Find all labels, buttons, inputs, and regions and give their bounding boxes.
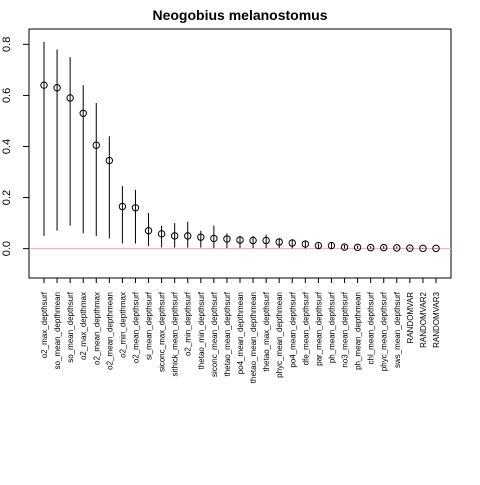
data-point — [366, 243, 375, 252]
data-point — [79, 109, 87, 117]
x-tick-label: phyc_mean_depthmean — [275, 292, 284, 378]
x-tick-label: o2_mean_depthsurf — [131, 291, 140, 363]
data-point — [327, 241, 336, 250]
data-point — [184, 232, 192, 240]
point-layer — [40, 81, 440, 253]
data-point — [419, 244, 427, 253]
data-point — [66, 94, 74, 102]
x-tick-label: thetao_min_depthsurf — [197, 291, 206, 369]
data-point — [223, 235, 231, 243]
data-point — [197, 233, 205, 241]
x-tick-label: o2_mean_depthmax — [92, 292, 101, 365]
x-tick-label: si_mean_depthsurf — [145, 291, 154, 360]
data-point — [210, 234, 218, 243]
data-point — [92, 141, 100, 149]
data-point — [249, 236, 257, 245]
x-tick-label: chl_mean_depthsurf — [367, 291, 376, 364]
x-tick-label: phyc_mean_depthsurf — [380, 291, 389, 371]
data-point — [131, 204, 140, 212]
data-point — [118, 202, 127, 211]
data-point — [314, 241, 323, 250]
data-point — [340, 243, 349, 251]
x-tick-label: o2_mean_depthmean — [105, 292, 114, 370]
data-point — [301, 240, 310, 248]
data-point — [406, 244, 414, 252]
x-tick-label: o2_min_depthmax — [118, 292, 127, 358]
y-tick-label: 0.0 — [1, 241, 13, 256]
x-tick-label: siconc_max_depthsurf — [158, 291, 167, 372]
y-tick-label: 0.6 — [1, 88, 13, 103]
data-point — [144, 227, 153, 235]
x-tick-label: ph_mean_depthsurf — [327, 291, 336, 363]
x-tick-label: thetao_mean_depthmean — [249, 292, 258, 383]
data-point — [53, 84, 61, 92]
x-tick-label: so_mean_depthmean — [53, 292, 62, 369]
chart-title: Neogobius melanostomus — [152, 7, 327, 23]
x-tick-label: o2_min_depthsurf — [184, 291, 193, 356]
x-tick-label: thetao_mean_depthsurf — [223, 291, 232, 376]
data-point — [170, 232, 179, 240]
data-point — [105, 156, 114, 165]
data-point — [432, 244, 440, 253]
x-tick-label: so_mean_depthsurf — [66, 291, 75, 362]
data-point — [380, 243, 388, 252]
interval-layer — [43, 41, 437, 249]
data-point — [157, 230, 166, 238]
data-point — [275, 238, 283, 246]
y-tick-label: 0.8 — [1, 37, 13, 52]
data-point — [288, 239, 296, 247]
y-tick-label: 0.4 — [1, 139, 13, 154]
x-tick-label: RANDOMVAR — [406, 292, 415, 344]
data-point — [262, 236, 270, 245]
x-tick-label: par_mean_depthsurf — [314, 291, 323, 366]
y-axis: 0.0 0.2 0.4 0.6 0.8 — [1, 37, 30, 256]
x-tick-label: po4_mean_depthsurf — [288, 291, 297, 367]
y-tick-label: 0.2 — [1, 190, 13, 205]
x-tick-label: sws_mean_depthsurf — [393, 291, 402, 368]
data-point — [393, 244, 401, 252]
data-point — [353, 243, 362, 252]
x-tick-label: ph_mean_depthmean — [354, 292, 363, 370]
x-tick-label: sithick_mean_depthsurf — [171, 291, 180, 376]
x-tick-label: RANDOMVAR2 — [419, 291, 428, 347]
x-tick-label: thetao_max_depthsurf — [262, 291, 271, 371]
x-tick-label: no3_mean_depthsurf — [341, 291, 350, 367]
x-tick-label: RANDOMVAR3 — [432, 291, 441, 347]
data-point — [40, 81, 48, 89]
x-axis: o2_max_depthsurf so_mean_depthmean so_mean… — [40, 278, 441, 383]
x-tick-label: o2_max_depthmax — [79, 292, 88, 360]
x-tick-label: po4_mean_depthmean — [236, 292, 245, 374]
data-point — [236, 236, 244, 244]
x-tick-label: siconc_mean_depthsurf — [210, 291, 219, 377]
x-tick-label: o2_max_depthsurf — [40, 291, 49, 358]
x-tick-label: dfe_mean_depthsurf — [301, 291, 310, 365]
